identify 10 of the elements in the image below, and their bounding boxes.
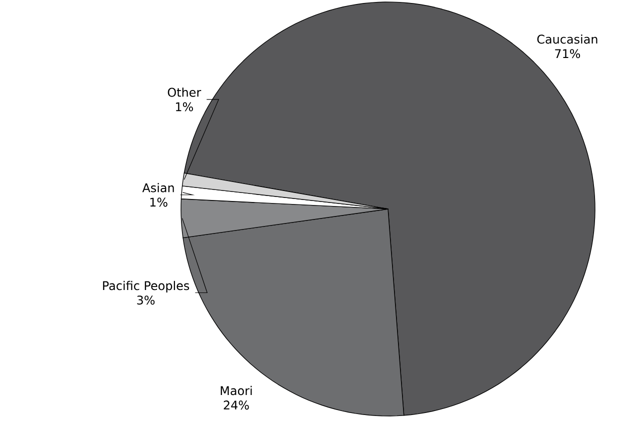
data-label: 1% xyxy=(150,198,168,207)
data-label: 3% xyxy=(137,296,155,305)
data-label: 1% xyxy=(176,102,193,112)
slice-label: Maori xyxy=(220,386,252,396)
slice-label: Pacific Peoples xyxy=(103,280,190,292)
data-label: 24% xyxy=(224,400,249,410)
data-label: 71% xyxy=(555,49,580,58)
slice-label: Caucasian xyxy=(537,34,598,44)
slice-label: Asian xyxy=(142,183,174,192)
slice-label: Other xyxy=(168,88,202,97)
